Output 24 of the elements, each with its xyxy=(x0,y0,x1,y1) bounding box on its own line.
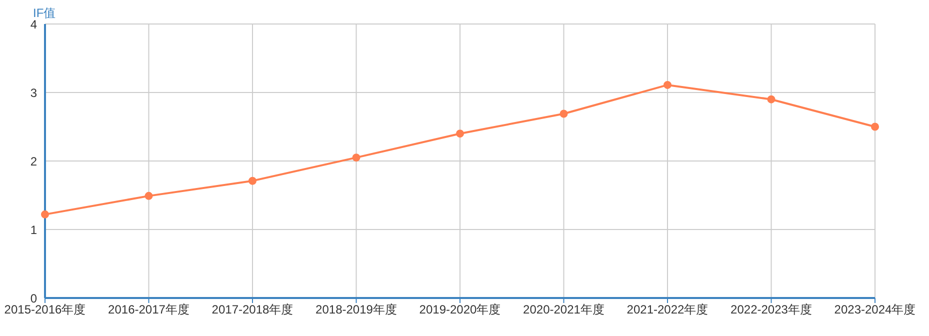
x-tick-label: 2015-2016年度 xyxy=(4,302,86,317)
point xyxy=(352,154,360,162)
point xyxy=(456,130,464,138)
x-tick-label: 2023-2024年度 xyxy=(834,302,916,317)
x-tick-label: 2018-2019年度 xyxy=(316,302,397,317)
x-tick-label: 2017-2018年度 xyxy=(212,302,294,317)
point xyxy=(767,95,776,104)
x-tick-label: 2020-2021年度 xyxy=(523,302,604,317)
x-tick-label: 2022-2023年度 xyxy=(730,302,812,317)
y-axis-title: IF值 xyxy=(33,5,56,20)
x-tick-label: 2016-2017年度 xyxy=(108,302,190,317)
y-tick-label: 0 xyxy=(30,291,38,306)
y-tick-label: 4 xyxy=(30,17,38,32)
point xyxy=(248,176,256,185)
x-tick-label: 2021-2022年度 xyxy=(626,302,708,317)
point xyxy=(560,110,568,118)
y-tick-label: 2 xyxy=(30,154,38,168)
point xyxy=(664,80,672,89)
point xyxy=(41,210,49,218)
y-tick-label: 1 xyxy=(30,222,38,237)
point xyxy=(144,192,153,200)
y-tick-label: 3 xyxy=(30,86,38,100)
x-tick-label: 2019-2020年度 xyxy=(419,302,501,317)
point xyxy=(871,122,879,131)
